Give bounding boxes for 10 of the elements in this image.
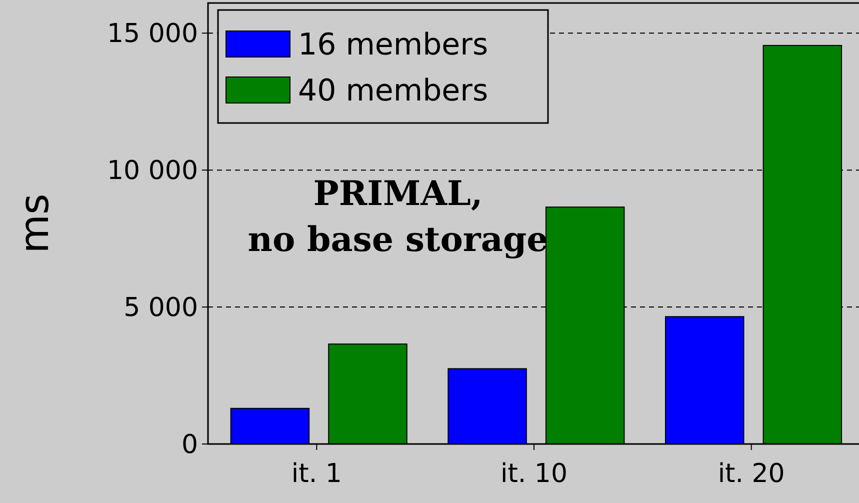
x-tick-label: it. 20 <box>718 459 785 489</box>
y-tick-label: 10 000 <box>107 156 198 186</box>
legend-label: 40 members <box>298 74 488 108</box>
y-axis-title: ms <box>12 194 58 254</box>
x-tick-label: it. 1 <box>291 459 342 489</box>
legend-label: 16 members <box>298 28 488 62</box>
y-tick-label: 0 <box>181 430 198 460</box>
x-tick-label: it. 10 <box>500 459 568 489</box>
y-tick-label: 15 000 <box>107 19 198 50</box>
y-tick-label: 5 000 <box>124 293 198 324</box>
